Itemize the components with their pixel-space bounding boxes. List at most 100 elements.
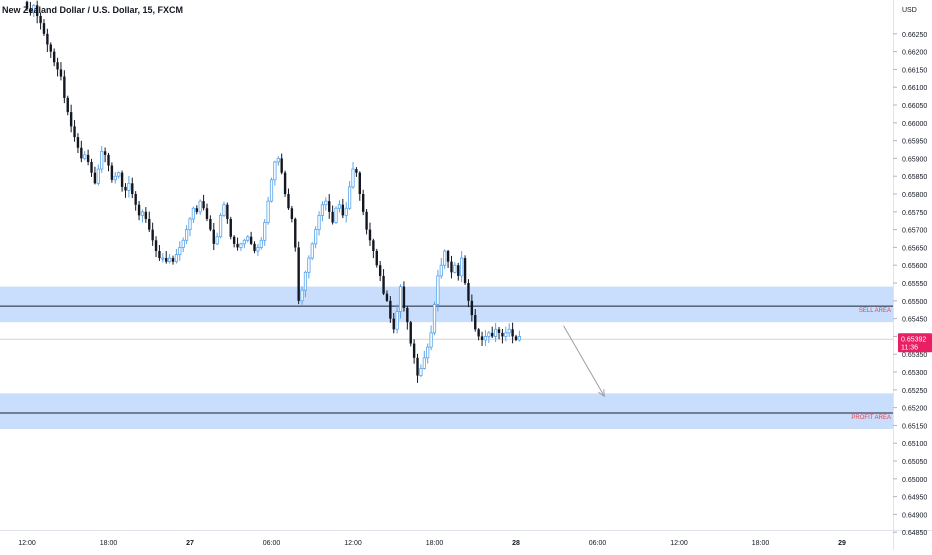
price-axis-label: 0.66100 <box>902 85 927 92</box>
candle-body <box>249 236 253 244</box>
candle-body <box>436 275 440 305</box>
candle-body <box>314 229 318 245</box>
candle-body <box>450 261 453 273</box>
candle-body <box>185 229 189 241</box>
candle-body <box>287 194 290 209</box>
price-axis-label: 0.65650 <box>902 245 927 252</box>
time-axis-label: 06:00 <box>263 540 281 547</box>
candle-body <box>453 264 457 273</box>
candle-body <box>218 214 223 238</box>
candle-body <box>269 179 274 202</box>
candle-body <box>375 250 378 266</box>
candle-body <box>59 69 63 77</box>
price-axis-label: 0.65550 <box>902 281 927 288</box>
candle-body <box>158 250 161 259</box>
zone-band <box>0 393 893 429</box>
candle-body <box>477 329 480 337</box>
candle-body <box>474 315 477 330</box>
candle-body <box>355 169 358 173</box>
candle-body <box>501 332 504 337</box>
candle-body <box>334 207 338 223</box>
candle-body <box>463 258 467 284</box>
candle-body <box>266 200 270 223</box>
candle-body <box>378 265 382 276</box>
price-axis-label: 0.64950 <box>902 495 927 502</box>
candle-body <box>107 154 110 166</box>
candle-body <box>368 229 372 241</box>
candle-body <box>96 168 100 184</box>
zone-band <box>0 286 893 323</box>
price-axis-label: 0.66000 <box>902 121 927 128</box>
candle-body <box>222 204 226 216</box>
candle-body <box>310 243 314 259</box>
candle-body <box>165 258 168 262</box>
price-axis-label: 0.65300 <box>902 370 927 377</box>
candle-body <box>198 200 202 213</box>
time-axis-label: 12:00 <box>344 540 362 547</box>
candle-body <box>246 236 250 241</box>
candle-body <box>66 97 69 113</box>
candle-body <box>83 154 87 159</box>
candle-body <box>317 214 321 231</box>
price-axis-label: 0.65750 <box>902 210 927 217</box>
candle-body <box>242 239 246 245</box>
candle-body <box>259 239 263 248</box>
candle-body <box>49 44 52 52</box>
candle-body <box>497 329 501 333</box>
price-axis-label: 0.65250 <box>902 388 927 395</box>
candle-body <box>382 275 385 294</box>
time-axis-label: 18:00 <box>100 540 118 547</box>
countdown-label: 11:36 <box>901 344 918 351</box>
price-axis-label: 0.65450 <box>902 317 927 324</box>
price-axis-label: 0.64850 <box>902 530 927 537</box>
candle-body <box>127 182 131 191</box>
candle-body <box>491 332 494 337</box>
price-axis-label: 0.65000 <box>902 477 927 484</box>
candle-body <box>480 336 484 340</box>
price-axis-label: 0.65150 <box>902 423 927 430</box>
candle-body <box>205 208 209 219</box>
candle-body <box>494 328 498 337</box>
candle-body <box>507 328 511 334</box>
time-axis-label: 29 <box>838 540 846 547</box>
candle-body <box>80 147 83 159</box>
candle-body <box>69 112 73 127</box>
price-axis-label: 0.65500 <box>902 299 927 306</box>
candle-body <box>303 271 308 291</box>
price-axis-label: 0.65600 <box>902 263 927 270</box>
candle-body <box>429 332 433 348</box>
candle-body <box>365 211 368 230</box>
candle-body <box>307 257 311 273</box>
candle-body <box>328 201 331 212</box>
price-axis-label: 0.65050 <box>902 459 927 466</box>
candle-body <box>226 204 229 219</box>
candle-body <box>120 172 124 187</box>
candle-body <box>63 76 66 98</box>
price-axis-label: 0.65100 <box>902 441 927 448</box>
candle-body <box>297 247 300 301</box>
candle-body <box>389 300 392 319</box>
candle-body <box>409 322 412 344</box>
candle-body <box>470 300 474 316</box>
candle-body <box>29 8 32 13</box>
price-axis-label: 0.65900 <box>902 156 927 163</box>
candle-body <box>25 1 29 9</box>
time-axis-label: 27 <box>186 540 194 547</box>
candle-body <box>174 254 179 263</box>
price-axis-label: 0.64900 <box>902 512 927 519</box>
candle-body <box>134 194 137 205</box>
candle-body <box>144 211 148 219</box>
price-axis-label: 0.66200 <box>902 50 927 57</box>
candle-body <box>154 240 158 251</box>
candle-body <box>93 172 97 184</box>
candle-body <box>294 218 297 248</box>
price-axis-label: 0.66150 <box>902 67 927 74</box>
candle-body <box>511 329 514 337</box>
candle-body <box>253 243 256 251</box>
candle-body <box>202 201 205 209</box>
candle-body <box>422 357 426 369</box>
candle-body <box>195 208 198 212</box>
candle-body <box>191 207 195 220</box>
